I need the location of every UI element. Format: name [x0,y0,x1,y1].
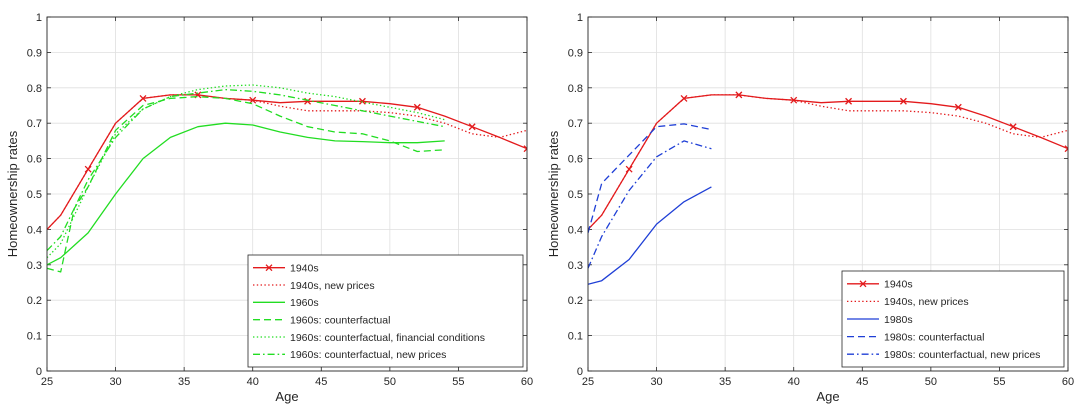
y-tick-label: 0 [36,366,42,378]
y-tick-label: 0.8 [568,83,583,95]
legend: 1940s 1940s, new prices 1960s 1960s: counte… [247,254,524,368]
series-line-2 [47,94,527,230]
legend-label: 1940s, new prices [884,296,969,308]
legend-label: 1980s: counterfactual, new prices [884,349,1040,361]
series-group [47,84,527,273]
x-tick-label: 35 [178,376,190,388]
legend: 1940s 1940s, new prices 1980s 1980s: counte… [841,270,1065,368]
y-tick-label: 0.5 [27,189,42,201]
series-marker [1009,123,1017,131]
series-marker [523,145,527,153]
x-tick-label: 30 [109,376,121,388]
x-tick-label: 25 [582,376,594,388]
legend-label: 1960s: counterfactual, financial conditi… [290,332,485,344]
y-tick-label: 0.9 [568,47,583,59]
x-tick-label: 40 [247,376,259,388]
legend-label: 1940s, new prices [290,280,375,292]
series-marker [468,123,476,131]
x-tick-label: 50 [384,376,396,388]
y-tick-label: 0.8 [27,83,42,95]
y-tick-label: 1 [36,12,42,24]
y-tick-label: 0.9 [27,47,42,59]
series-line-3 [588,186,712,285]
legend-marker [859,280,867,288]
x-tick-label: 55 [993,376,1005,388]
series-line-1 [47,94,527,230]
x-tick-label: 40 [788,376,800,388]
y-tick-label: 0.2 [27,295,42,307]
y-axis-label: Homeownership rates [5,130,20,257]
y-tick-label: 0.2 [568,295,583,307]
y-tick-label: 0 [577,366,583,378]
y-tick-label: 0.3 [27,260,42,272]
y-axis-label: Homeownership rates [546,130,561,257]
legend-label: 1960s [290,297,319,309]
series-line-3 [47,122,445,266]
x-tick-label: 45 [315,376,327,388]
x-tick-label: 55 [452,376,464,388]
y-tick-label: 0.4 [568,224,583,236]
series-group [588,91,1068,285]
axes-box [587,16,1069,372]
legend-label: 1940s [884,279,913,291]
x-axis-label: Age [816,389,839,404]
x-tick-label: 50 [925,376,937,388]
x-tick-label: 30 [650,376,662,388]
legend-label: 1980s [884,314,913,326]
legend-box [247,254,524,368]
series-marker [954,103,962,111]
y-tick-label: 0.7 [568,118,583,130]
series-line-6 [47,88,445,252]
series-line-1 [588,94,1068,230]
legend-label: 1980s: counterfactual [884,331,984,343]
y-tick-label: 0.1 [568,331,583,343]
y-tick-label: 0.5 [568,189,583,201]
axes-box [46,16,528,372]
y-tick-label: 0.6 [568,154,583,166]
series-line-4 [47,95,445,273]
series-marker [413,103,421,111]
y-tick-label: 0.1 [27,331,42,343]
series-line-4 [588,123,712,234]
series-marker [735,91,743,99]
y-tick-label: 0.3 [568,260,583,272]
series-marker [899,97,907,105]
x-tick-label: 45 [856,376,868,388]
x-tick-label: 60 [521,376,533,388]
series-marker [845,97,853,105]
series-marker [1064,145,1068,153]
legend-label: 1960s: counterfactual, new prices [290,349,446,361]
y-tick-label: 0.7 [27,118,42,130]
chart-panel-2: 25 30 35 40 45 50 55 60 0 0.1 0.2 0.3 0.4 0.5 0.6 0.7 0.… [546,12,1074,404]
y-tick-label: 1 [577,12,583,24]
chart-panel-1: 25 30 35 40 45 50 55 60 0 0.1 0.2 0.3 0.4 0.5 0.6 0.7 0.… [5,12,533,404]
legend-label: 1940s [290,262,319,274]
y-tick-label: 0.6 [27,154,42,166]
series-marker [358,97,366,105]
y-tick-label: 0.4 [27,224,42,236]
x-tick-label: 25 [41,376,53,388]
x-axis-label: Age [275,389,298,404]
series-line-2 [588,94,1068,230]
legend-label: 1960s: counterfactual [290,314,390,326]
x-tick-label: 60 [1062,376,1074,388]
legend-marker [265,264,273,272]
x-tick-label: 35 [719,376,731,388]
